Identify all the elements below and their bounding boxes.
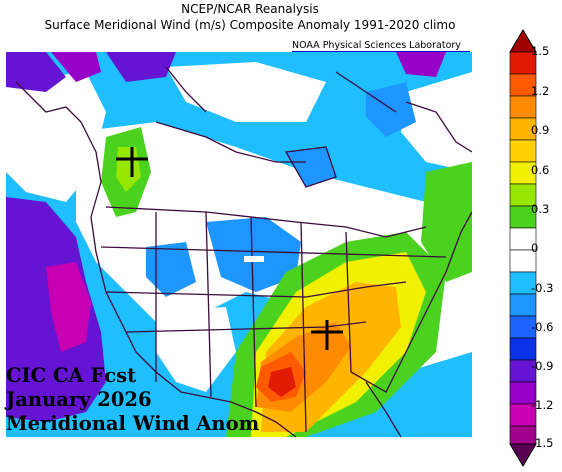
field-strong-negative-alaska — [6, 52, 66, 92]
colorbar-tick-3: 0.9 — [531, 123, 550, 137]
colorbar-tick-4: 0.6 — [531, 163, 550, 177]
forecast-caption: CIC CA Fcst January 2026 Meridional Wind… — [6, 364, 259, 436]
field-negative-lakes — [286, 147, 336, 187]
anomaly-map-svg — [6, 52, 472, 437]
colorbar — [508, 28, 538, 468]
caption-line-2: January 2026 — [6, 388, 152, 411]
colorbar-svg — [509, 29, 537, 467]
colorbar-tick-8: -0.6 — [531, 320, 554, 334]
field-negative-northeast-corner — [396, 52, 446, 77]
field-negative-east — [366, 82, 416, 137]
field-positive-east-coast — [421, 162, 472, 282]
small-white-marker — [244, 256, 264, 262]
field-negative-alaska-east — [51, 52, 101, 82]
chart-source-title: NCEP/NCAR Reanalysis — [181, 2, 319, 16]
credit-label: NOAA Physical Sciences Laboratory — [292, 40, 461, 51]
colorbar-tick-7: -0.3 — [531, 281, 554, 295]
credit-underline — [292, 51, 470, 52]
field-very-strong-negative-pacific — [46, 262, 91, 352]
field-negative-rockies — [146, 242, 196, 297]
colorbar-segment-12 — [509, 293, 537, 317]
colorbar-bottom-arrow — [509, 443, 537, 467]
colorbar-tick-6: 0 — [531, 241, 539, 255]
field-negative-north-canada — [106, 52, 176, 82]
field-positive-gulf-core — [268, 367, 296, 397]
chart-subtitle: Surface Meridional Wind (m/s) Composite … — [44, 18, 456, 32]
colorbar-segment-14 — [509, 337, 537, 361]
colorbar-tick-1: 1.5 — [531, 44, 550, 58]
caption-line-1: CIC CA Fcst — [6, 364, 137, 387]
colorbar-segments — [509, 51, 537, 445]
cross-marker-washington — [116, 147, 148, 177]
colorbar-tick-2: 1.2 — [531, 84, 550, 98]
field-near-zero-east — [401, 72, 472, 172]
colorbar-tick-11: -1.5 — [531, 436, 554, 450]
anomaly-map — [6, 52, 472, 437]
field-negative-central — [206, 217, 301, 292]
colorbar-segment-3 — [509, 95, 537, 119]
colorbar-tick-5: 0.3 — [531, 202, 550, 216]
caption-line-3: Meridional Wind Anom — [6, 412, 260, 435]
colorbar-tick-9: -0.9 — [531, 359, 554, 373]
field-near-zero-west — [6, 72, 106, 202]
field-near-zero-north — [166, 62, 326, 122]
colorbar-segment-5 — [509, 139, 537, 163]
field-near-zero-southwest — [156, 307, 236, 392]
cross-marker-florida-panhandle — [311, 320, 343, 350]
colorbar-tick-10: -1.2 — [531, 398, 554, 412]
